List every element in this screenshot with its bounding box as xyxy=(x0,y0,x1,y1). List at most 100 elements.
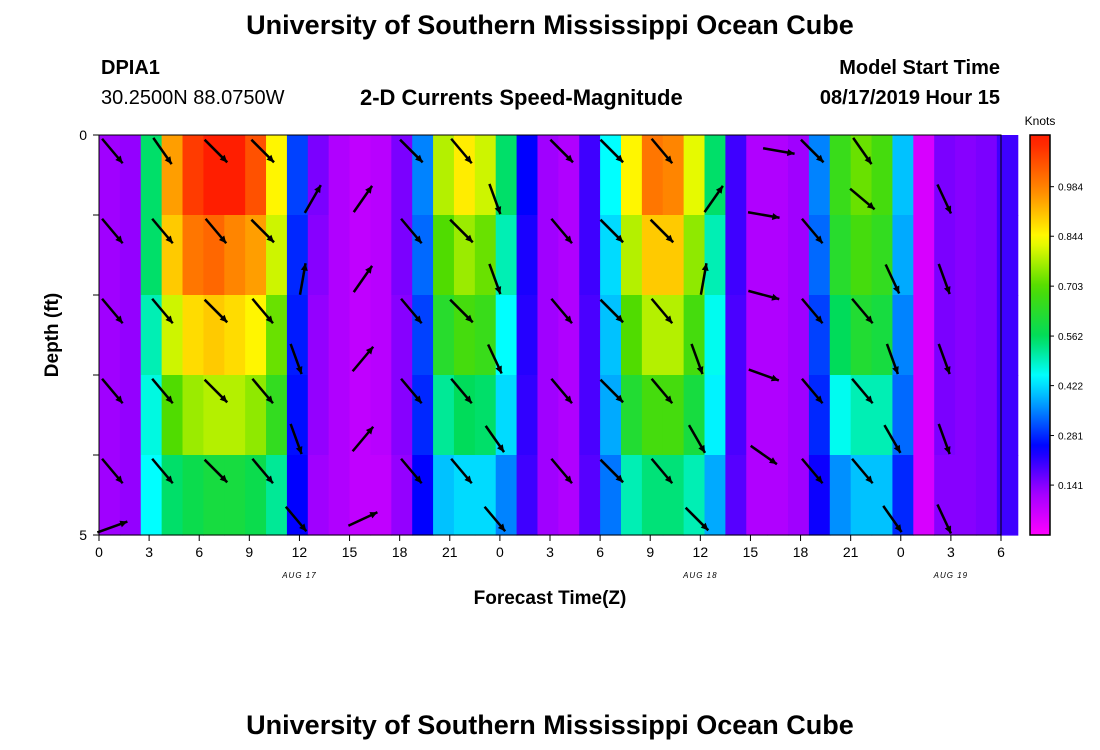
heatmap-cell xyxy=(328,215,351,296)
current-arrow xyxy=(650,457,674,485)
arrow-head xyxy=(365,426,374,435)
arrow-head xyxy=(365,185,373,194)
heatmap-cell xyxy=(767,295,789,376)
heatmap-cell xyxy=(767,455,789,536)
heatmap-cell xyxy=(328,455,351,536)
heatmap-cell xyxy=(286,455,309,536)
heatmap-cell xyxy=(558,375,580,456)
current-arrow xyxy=(851,297,874,325)
current-arrow xyxy=(399,138,424,164)
heatmap-cell xyxy=(996,295,1019,376)
heatmap-cell xyxy=(662,455,685,536)
arrow-head xyxy=(771,293,780,301)
arrow-head xyxy=(615,394,624,403)
arrow-head xyxy=(300,263,308,271)
heatmap-cell xyxy=(495,295,518,376)
arrow-head xyxy=(564,235,572,244)
heatmap-cell xyxy=(474,135,497,216)
current-arrow xyxy=(488,263,502,295)
current-arrow xyxy=(801,217,824,245)
current-arrow xyxy=(250,138,275,164)
heatmap-cell xyxy=(996,375,1019,456)
heatmap-cell xyxy=(683,455,706,536)
current-arrow xyxy=(690,343,704,375)
heatmap-cell xyxy=(808,455,831,536)
heatmap-cell xyxy=(746,375,768,456)
arrow-head xyxy=(265,395,273,404)
current-arrow xyxy=(599,218,625,244)
heatmap-cell xyxy=(725,215,747,296)
colorbar-label: 0.281 xyxy=(1058,432,1083,443)
heatmap-cell xyxy=(662,375,685,456)
heatmap-cell xyxy=(286,135,309,216)
heatmap-cell xyxy=(182,135,204,216)
heatmap-cell xyxy=(119,295,142,376)
heatmap-cell xyxy=(140,215,163,296)
heatmap-cell xyxy=(788,215,810,296)
heatmap-cell xyxy=(495,135,518,216)
heatmap-cell xyxy=(245,375,267,456)
x-tick-label: 0 xyxy=(95,544,103,560)
x-tick-label: 0 xyxy=(897,544,905,560)
heatmap-cell xyxy=(182,295,204,376)
x-tick-label: 3 xyxy=(947,544,955,560)
current-arrow xyxy=(599,458,625,484)
heatmap-cell xyxy=(474,375,497,456)
heatmap-cell xyxy=(579,135,601,216)
heatmap-cell xyxy=(829,455,852,536)
heatmap-cell xyxy=(516,215,539,296)
heatmap-cell xyxy=(704,375,726,456)
arrow-head xyxy=(365,346,374,355)
current-arrow xyxy=(289,423,303,455)
x-tick-label: 3 xyxy=(546,544,554,560)
arrow-head xyxy=(943,366,951,375)
current-arrow xyxy=(449,218,474,244)
arrow-head xyxy=(115,395,123,404)
colorbar: 0.984 0.844 0.703 0.562 0.422 0.281 0.141 xyxy=(1029,134,1083,536)
current-arrow xyxy=(937,263,951,295)
heatmap-cell xyxy=(955,215,977,296)
arrow-head xyxy=(314,185,321,194)
heatmap-cell xyxy=(182,215,204,296)
station-id: DPIA1 xyxy=(101,57,160,79)
x-tick-label: 9 xyxy=(245,544,253,560)
heatmap-cell xyxy=(579,215,601,296)
arrow-head xyxy=(892,366,899,375)
current-arrow xyxy=(203,458,229,484)
currents-chart: 0 3 6 9 12 15 18 21 0 3 6 9 12 15 18 21 0 3 6 AUG 17 AUG 18 A… xyxy=(42,114,1083,609)
arrow-head xyxy=(115,235,123,244)
arrow-head xyxy=(894,524,902,533)
heatmap-cell xyxy=(892,135,914,216)
station-location: 30.2500N 88.0750W xyxy=(101,87,285,109)
current-arrow xyxy=(151,217,174,245)
plot-title: 2-D Currents Speed-Magnitude xyxy=(360,85,683,110)
heatmap-cell xyxy=(161,295,184,376)
heatmap-cell xyxy=(767,215,789,296)
heatmap-cell xyxy=(641,375,664,456)
heatmap-cell xyxy=(433,215,455,296)
arrow-head xyxy=(700,522,709,531)
current-arrow xyxy=(486,343,503,375)
heatmap-cell xyxy=(182,375,204,456)
current-arrow xyxy=(251,297,274,325)
arrow-head xyxy=(815,315,823,324)
x-tick-label: 21 xyxy=(442,544,458,560)
heatmap-cell xyxy=(683,135,706,216)
current-arrow xyxy=(351,425,375,453)
current-arrow xyxy=(251,457,274,485)
heatmap-cell xyxy=(391,295,413,376)
arrow-head xyxy=(465,314,473,323)
x-tick-label: 12 xyxy=(693,544,709,560)
heatmap-cell xyxy=(412,455,434,536)
heatmap-cell xyxy=(140,135,163,216)
heatmap-cell xyxy=(433,295,455,376)
current-arrow xyxy=(251,377,274,405)
heatmap-cell xyxy=(433,135,455,216)
current-arrow xyxy=(747,210,780,220)
heatmap-cell xyxy=(955,295,977,376)
heatmap-cell xyxy=(266,455,288,536)
arrow-head xyxy=(664,475,673,484)
arrow-head xyxy=(866,201,875,210)
heatmap-cell xyxy=(266,375,288,456)
heatmap-cell xyxy=(412,215,434,296)
